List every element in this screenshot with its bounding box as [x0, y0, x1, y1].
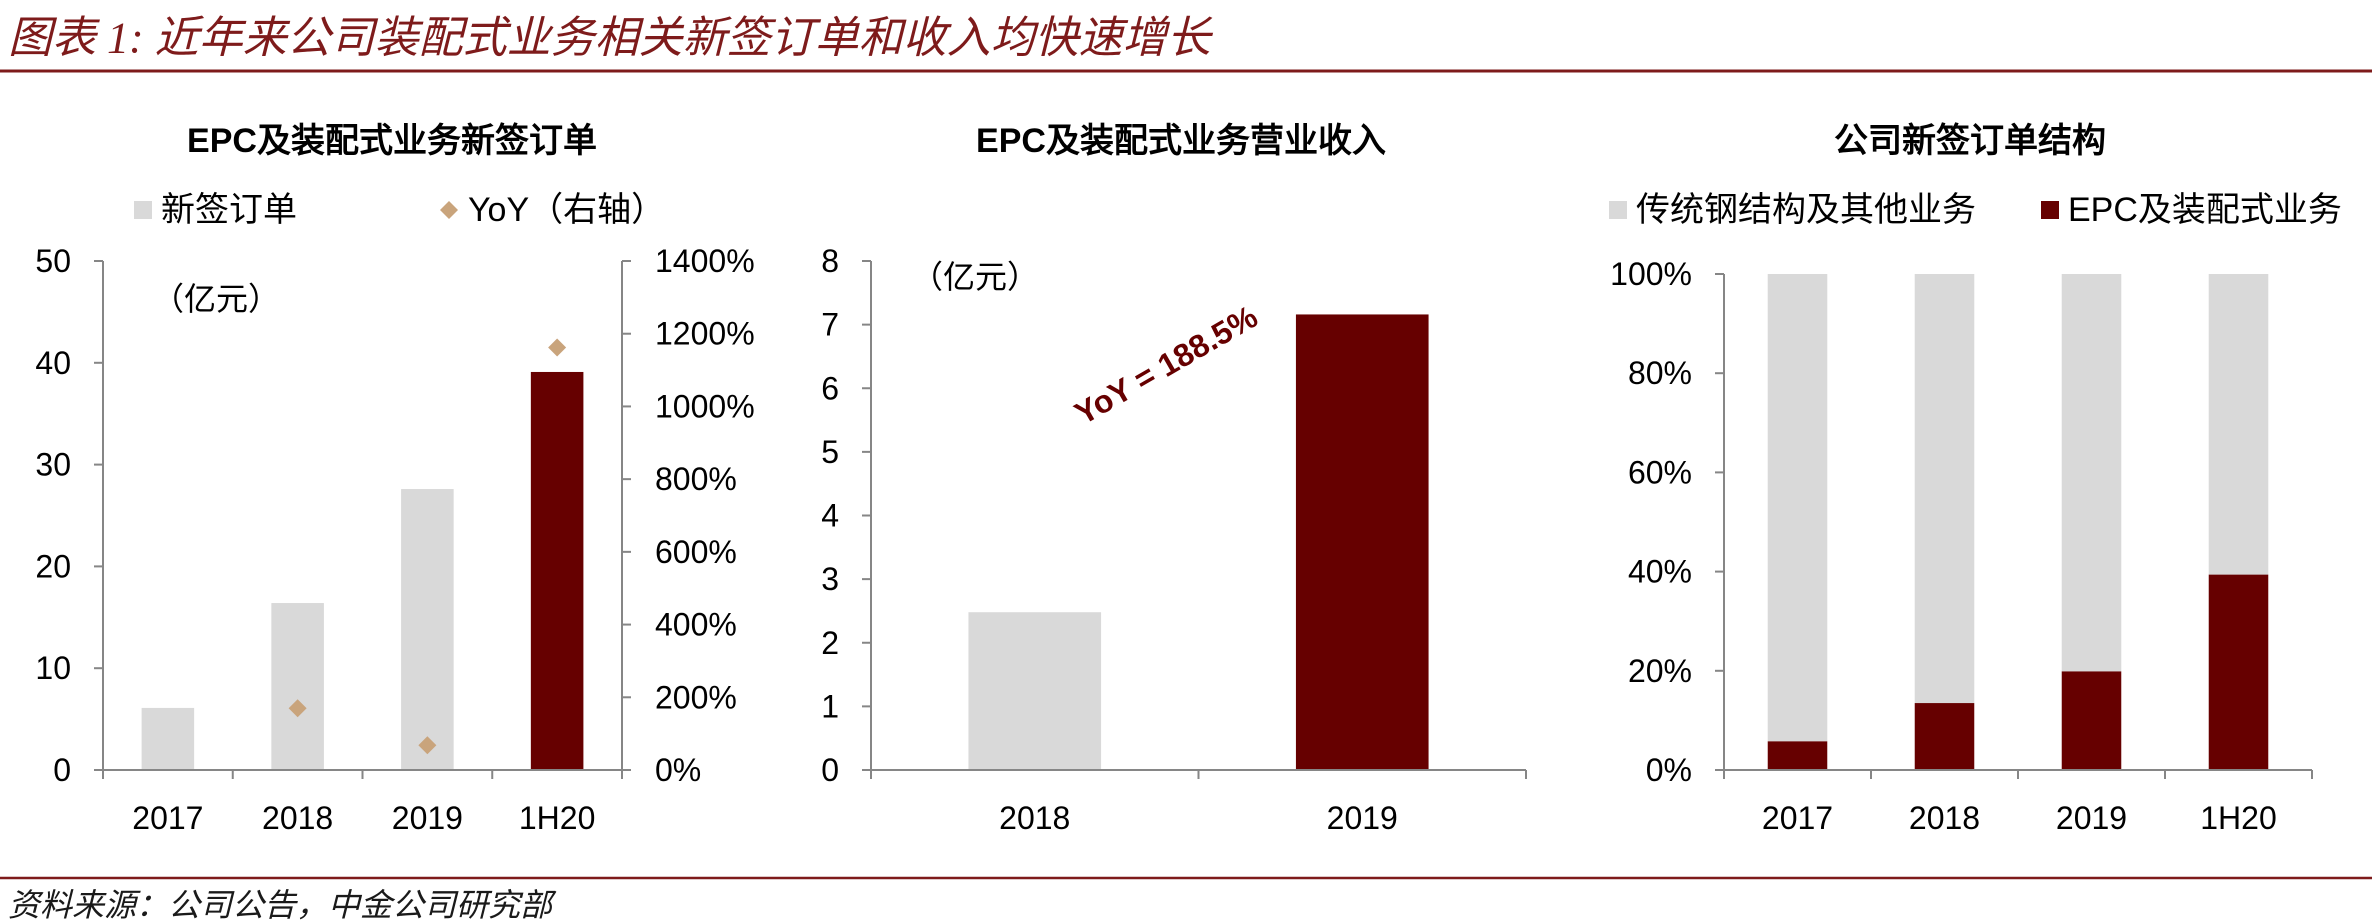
y-axis-tick-label: 20 [35, 548, 71, 584]
y-axis-tick-label: 0 [53, 752, 71, 788]
chart-title: EPC及装配式业务营业收入 [976, 122, 1386, 160]
y2-axis-tick-label: 400% [655, 607, 737, 643]
legend-label: 新签订单 [161, 191, 297, 229]
x-axis-tick-label: 2018 [262, 800, 333, 836]
bar-1H20 [530, 371, 584, 770]
yoy-marker-1H20 [548, 338, 567, 357]
legend-label: YoY（右轴） [468, 191, 665, 229]
y-axis-tick-label: 5 [821, 434, 839, 470]
x-axis-tick-label: 2019 [392, 800, 463, 836]
legend-swatch [1609, 201, 1627, 219]
legend-label: EPC及装配式业务 [2068, 191, 2342, 229]
y-axis-tick-label: 1 [821, 688, 839, 724]
y2-axis-tick-label: 600% [655, 534, 737, 570]
footer-source: 资料来源：公司公告，中金公司研究部 [8, 887, 557, 923]
yoy-marker-2019 [418, 736, 437, 755]
y-axis-tick-label: 0 [821, 752, 839, 788]
y-axis-tick-label: 20% [1628, 653, 1692, 689]
y-axis-tick-label: 8 [821, 243, 839, 279]
stacked-bar-segment-1H20 [2208, 274, 2269, 575]
stacked-bar-segment-2018 [1914, 274, 1975, 704]
stacked-bar-segment-2019 [2061, 671, 2122, 770]
unit-label: （亿元） [911, 259, 1039, 295]
y-axis-tick-label: 7 [821, 307, 839, 343]
bar-2017 [141, 707, 195, 770]
x-axis-tick-label: 2017 [1762, 800, 1833, 836]
y2-axis-tick-label: 800% [655, 461, 737, 497]
y2-axis-tick-label: 200% [655, 679, 737, 715]
y-axis-tick-label: 30 [35, 447, 71, 483]
x-axis-tick-label: 2017 [132, 800, 203, 836]
stacked-bar-segment-2017 [1767, 274, 1828, 742]
bar-2019 [401, 489, 454, 770]
legend-swatch [134, 201, 152, 219]
x-axis-tick-label: 1H20 [2200, 800, 2277, 836]
y-axis-tick-label: 80% [1628, 355, 1692, 391]
y-axis-tick-label: 0% [1646, 752, 1692, 788]
x-axis-tick-label: 2018 [1909, 800, 1980, 836]
legend-swatch [2041, 201, 2059, 219]
x-axis-tick-label: 2019 [2056, 800, 2127, 836]
y-axis-tick-label: 3 [821, 561, 839, 597]
y2-axis-tick-label: 0% [655, 752, 701, 788]
stacked-bar-segment-1H20 [2208, 574, 2269, 770]
stacked-bar-segment-2019 [2061, 274, 2122, 672]
y2-axis-tick-label: 1200% [655, 316, 755, 352]
y-axis-tick-label: 50 [35, 243, 71, 279]
y-axis-tick-label: 40% [1628, 554, 1692, 590]
y-axis-tick-label: 100% [1610, 256, 1692, 292]
legend-diamond-marker [440, 201, 458, 219]
unit-label: （亿元） [152, 281, 280, 317]
chart-title: EPC及装配式业务新签订单 [187, 122, 597, 160]
bar-2019 [1295, 314, 1429, 770]
stacked-bar-segment-2018 [1914, 703, 1975, 770]
x-axis-tick-label: 2018 [999, 800, 1070, 836]
legend-label: 传统钢结构及其他业务 [1636, 191, 1976, 229]
y-axis-tick-label: 2 [821, 625, 839, 661]
x-axis-tick-label: 1H20 [519, 800, 596, 836]
chart-title: 公司新签订单结构 [1834, 122, 2106, 160]
y2-axis-tick-label: 1000% [655, 388, 755, 424]
stacked-bar-segment-2017 [1767, 741, 1828, 770]
y-axis-tick-label: 4 [821, 498, 839, 534]
y-axis-tick-label: 6 [821, 370, 839, 406]
yoy-marker-2018 [288, 699, 307, 718]
x-axis-tick-label: 2019 [1327, 800, 1398, 836]
bar-2018 [271, 603, 324, 770]
y-axis-tick-label: 40 [35, 345, 71, 381]
y2-axis-tick-label: 1400% [655, 243, 755, 279]
figure-header-title: 图表 1: 近年来公司装配式业务相关新签订单和收入均快速增长 [8, 14, 1214, 63]
y-axis-tick-label: 10 [35, 650, 71, 686]
y-axis-tick-label: 60% [1628, 454, 1692, 490]
bar-2018 [968, 612, 1102, 770]
